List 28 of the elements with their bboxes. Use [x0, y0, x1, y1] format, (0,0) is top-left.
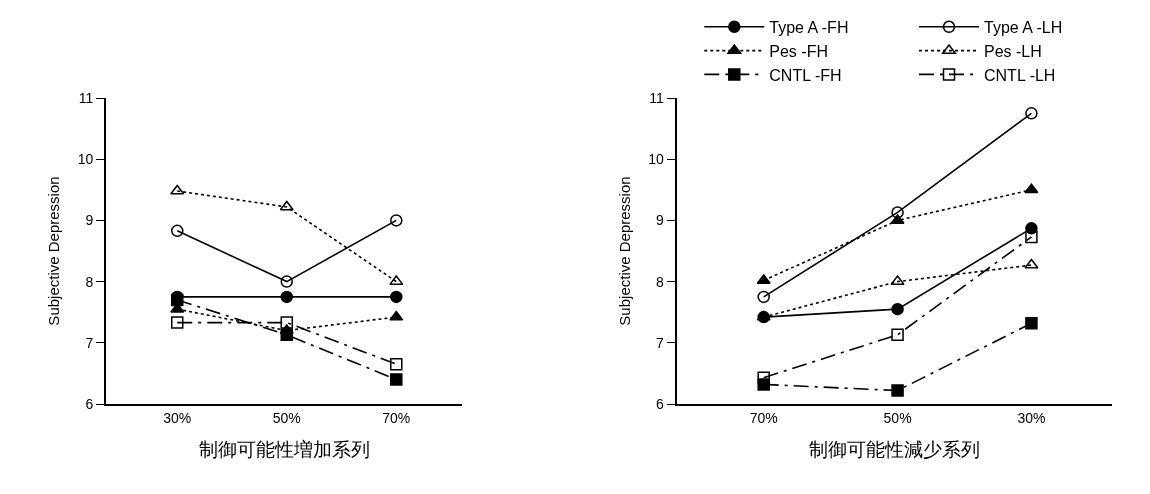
x-tick-label: 30%: [163, 409, 192, 426]
y-tick-label: 6: [85, 395, 94, 412]
x-tick-label: 70%: [749, 409, 778, 426]
y-tick-label: 7: [85, 334, 94, 351]
y-tick-label: 11: [649, 89, 665, 106]
y-tick-label: 9: [85, 212, 94, 229]
y-axis-title: Subjective Depression: [616, 176, 634, 326]
y-tick-label: 8: [85, 273, 94, 290]
legend-label: Pes -LH: [984, 42, 1042, 60]
y-tick-label: 11: [78, 89, 94, 106]
legend-label: CNTL -LH: [984, 66, 1056, 84]
x-tick-label: 50%: [883, 409, 912, 426]
y-tick-label: 10: [648, 151, 665, 168]
y-tick-label: 8: [656, 273, 665, 290]
y-tick-label: 6: [656, 395, 665, 412]
x-axis-title: 制御可能性減少系列: [808, 439, 980, 461]
x-axis-title: 制御可能性増加系列: [198, 439, 370, 461]
y-tick-label: 10: [77, 151, 94, 168]
y-tick-label: 9: [656, 212, 665, 229]
legend-label: Pes -FH: [769, 42, 828, 60]
x-tick-label: 70%: [382, 409, 411, 426]
y-axis-title: Subjective Depression: [45, 176, 63, 326]
x-tick-label: 30%: [1017, 409, 1046, 426]
x-tick-label: 50%: [272, 409, 301, 426]
legend-label: Type A -FH: [769, 19, 849, 37]
legend-label: Type A -LH: [984, 19, 1063, 37]
legend-label: CNTL -FH: [769, 66, 842, 84]
y-tick-label: 7: [656, 334, 665, 351]
